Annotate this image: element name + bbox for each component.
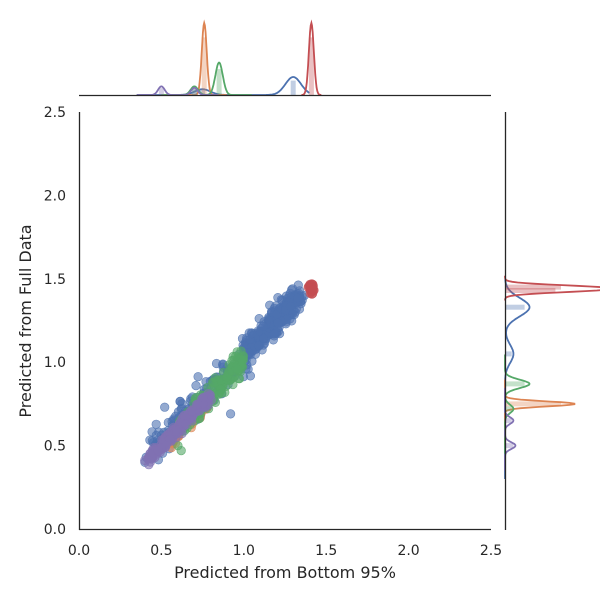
y-tick-label: 2.5 bbox=[44, 105, 66, 121]
top-kde-curve bbox=[301, 19, 322, 96]
x-tick-label: 1.0 bbox=[233, 543, 255, 559]
scatter-point bbox=[286, 301, 296, 311]
scatter-point bbox=[245, 371, 255, 381]
top-hist-bar bbox=[308, 37, 314, 95]
right-kde-curve bbox=[504, 275, 600, 301]
y-tick-label: 1.5 bbox=[44, 272, 66, 288]
scatter-point bbox=[273, 318, 283, 328]
right-hist-bar bbox=[505, 443, 514, 449]
scatter-point bbox=[145, 435, 155, 445]
scatter-point bbox=[273, 293, 283, 303]
scatter-point bbox=[226, 409, 236, 419]
x-tick-label: 0.0 bbox=[68, 543, 90, 559]
top-hist-bar bbox=[216, 69, 222, 95]
scatter-point bbox=[160, 402, 170, 412]
scatter-point bbox=[233, 364, 243, 374]
scatter-point bbox=[247, 328, 257, 339]
scatter-point bbox=[265, 300, 275, 310]
y-tick-label: 0.5 bbox=[44, 439, 66, 455]
right-hist-bar bbox=[505, 381, 525, 387]
top-hist-bar bbox=[191, 88, 197, 95]
scatter-point bbox=[181, 420, 191, 430]
y-axis-label: Predicted from Full Data bbox=[16, 224, 35, 417]
x-tick-label: 2.0 bbox=[397, 543, 419, 559]
top-hist-bar bbox=[200, 90, 206, 95]
scatter-point bbox=[187, 406, 197, 417]
scatter-point bbox=[217, 388, 227, 398]
scatter-point bbox=[175, 396, 185, 407]
scatter-point bbox=[171, 426, 181, 436]
scatter-point bbox=[193, 399, 203, 409]
top-hist-bar bbox=[201, 37, 207, 95]
scatter-point bbox=[293, 280, 303, 290]
x-tick-label: 2.5 bbox=[480, 543, 502, 559]
y-tick-label: 0.0 bbox=[44, 522, 66, 538]
scatter-point bbox=[258, 321, 268, 331]
right-hist-bar bbox=[505, 418, 512, 424]
y-tick-label: 1.0 bbox=[44, 355, 66, 371]
top-hist-bar bbox=[191, 89, 197, 95]
scatter-point bbox=[308, 285, 318, 295]
scatter-point bbox=[222, 372, 232, 382]
x-tick-labels: 0.0 0.5 1.0 1.5 2.0 2.5 bbox=[68, 543, 502, 559]
top-hist-bar bbox=[158, 88, 164, 95]
scatter-point bbox=[151, 419, 161, 429]
x-tick-label: 1.5 bbox=[315, 543, 337, 559]
scatter-point bbox=[250, 349, 260, 359]
scatter-points bbox=[140, 279, 319, 470]
scatter-point bbox=[191, 381, 201, 391]
scatter-point bbox=[153, 445, 163, 456]
scatter-point bbox=[269, 329, 280, 339]
x-tick-label: 0.5 bbox=[150, 543, 172, 559]
scatter-point bbox=[193, 372, 203, 382]
right-hist-bar bbox=[505, 288, 556, 293]
scatter-point bbox=[254, 341, 264, 351]
y-tick-labels: 0.0 0.5 1.0 1.5 2.0 2.5 bbox=[44, 105, 66, 538]
scatter-point bbox=[293, 293, 303, 303]
right-hist-bar bbox=[505, 284, 561, 290]
right-hist-bar bbox=[505, 304, 525, 310]
scatter-point bbox=[231, 351, 241, 361]
scatter-point bbox=[210, 373, 220, 383]
y-tick-label: 2.0 bbox=[44, 188, 66, 204]
right-hist-bar bbox=[505, 351, 512, 357]
scatter-point bbox=[259, 333, 269, 344]
x-axis-label: Predicted from Bottom 95% bbox=[174, 563, 396, 582]
top-hist-bar bbox=[290, 80, 296, 95]
scatter-point bbox=[176, 446, 186, 456]
scatter-point bbox=[165, 434, 175, 444]
right-marginal-distribution bbox=[504, 275, 600, 479]
right-hist-bar bbox=[505, 406, 512, 412]
scatter-point bbox=[145, 457, 155, 467]
right-hist-bar bbox=[505, 401, 561, 407]
top-marginal-distribution bbox=[136, 19, 322, 96]
